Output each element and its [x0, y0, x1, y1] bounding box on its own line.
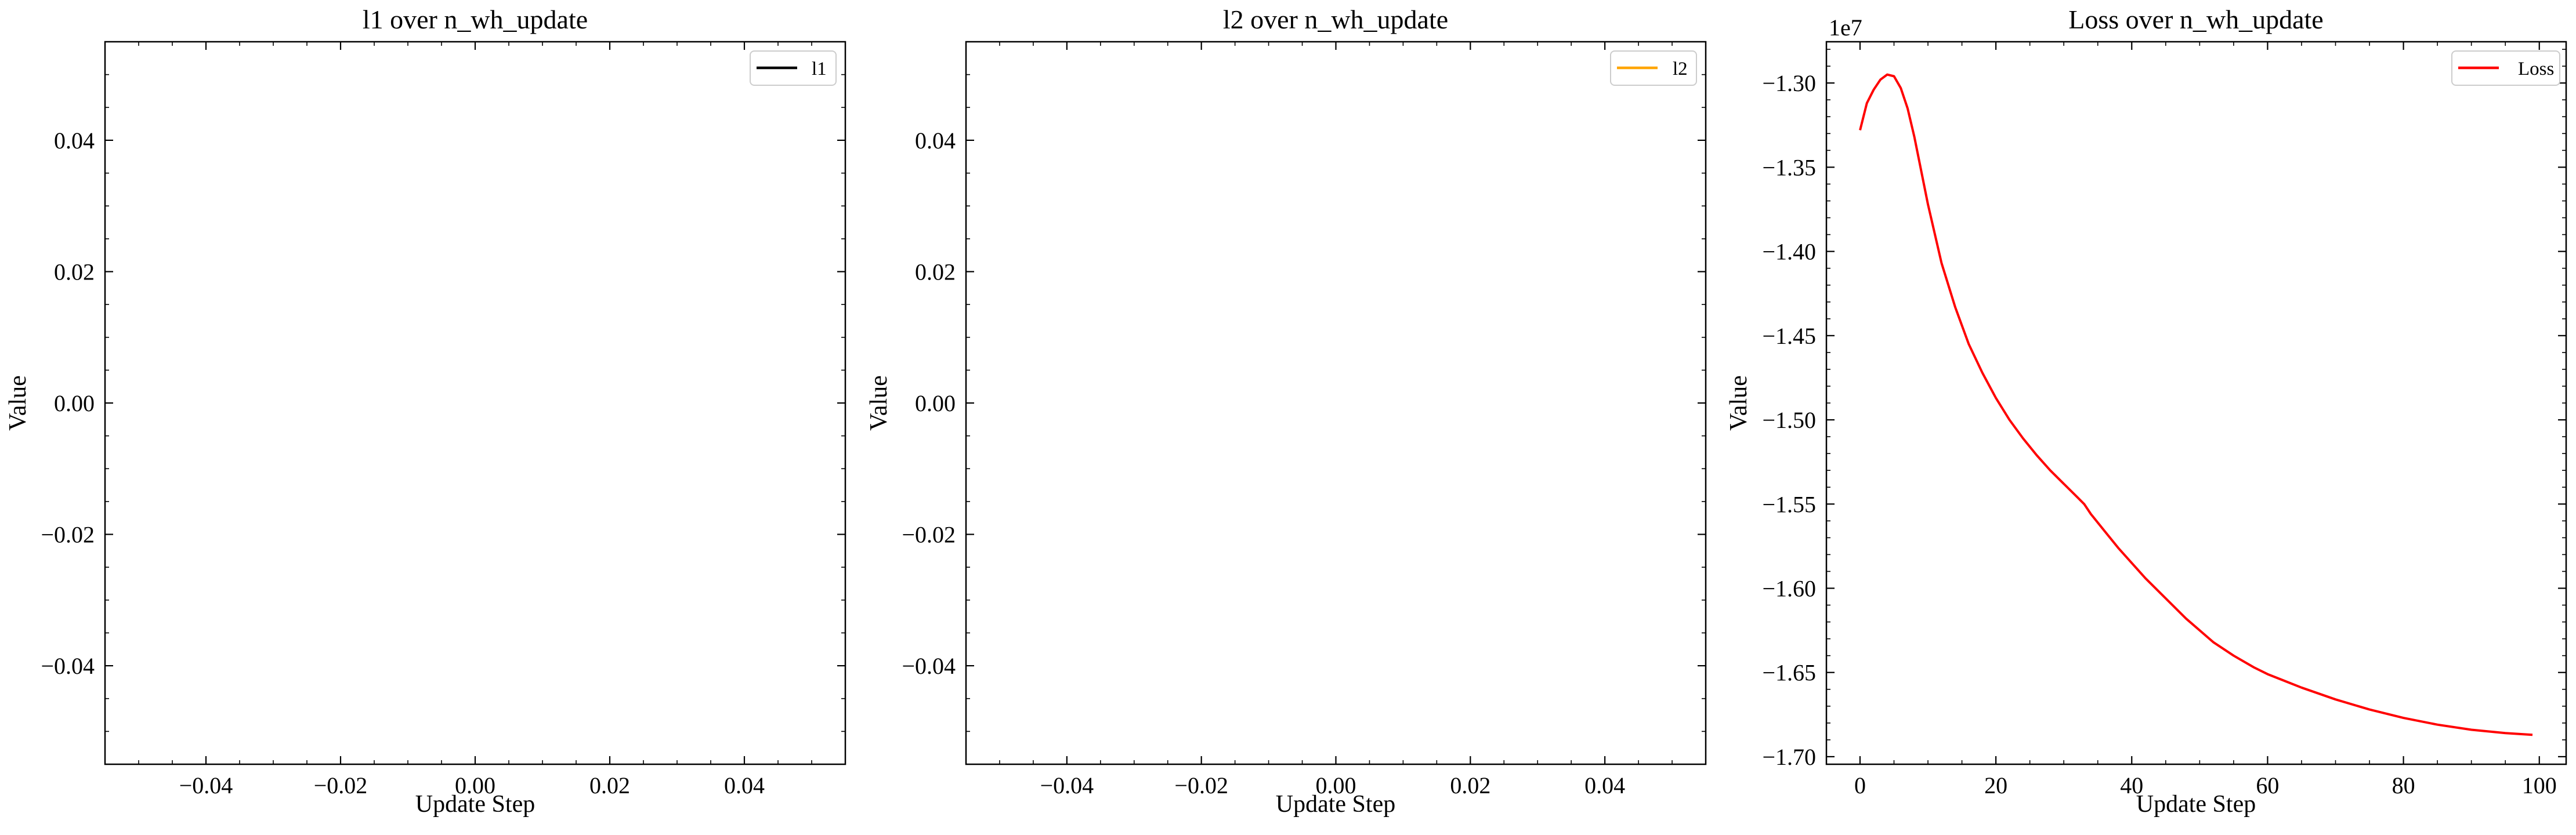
x-tick-label: 0.02	[1450, 772, 1490, 798]
x-tick-label: −0.04	[1040, 772, 1094, 798]
y-tick-label: −1.65	[1762, 660, 1816, 686]
legend-label: l2	[1673, 59, 1688, 79]
y-tick-label: 0.00	[915, 390, 956, 416]
y-tick-labels: −1.70 −1.65 −1.60 −1.55 −1.50 −1.45 −1.40 −1.35…	[1762, 70, 1816, 770]
legend-label: l1	[812, 59, 827, 79]
x-axis-label: Update Step	[1276, 791, 1395, 818]
x-tick-label: 60	[2256, 772, 2279, 798]
y-tick-label: −1.30	[1762, 70, 1816, 96]
plot-frame	[104, 41, 846, 765]
y-tick-label: 0.02	[54, 259, 95, 285]
y-axis-label: Value	[5, 375, 31, 431]
x-tick-label: 100	[2522, 772, 2557, 798]
y-tick-labels: −0.04 −0.02 0.00 0.02 0.04	[902, 128, 956, 679]
x-tick-labels: −0.04 −0.02 0.00 0.02 0.04	[179, 772, 765, 798]
series-line-loss	[1859, 73, 2533, 736]
x-tick-label: 40	[2120, 772, 2143, 798]
x-tick-label: 0.04	[724, 772, 765, 798]
x-tick-label: 0.00	[455, 772, 495, 798]
y-offset-label: 1e7	[1829, 14, 1862, 41]
y-tick-labels: −0.04 −0.02 0.00 0.02 0.04	[41, 128, 95, 679]
x-tick-label: 0	[1854, 772, 1866, 798]
legend: l2	[1610, 50, 1697, 86]
y-tick-label: −1.50	[1762, 407, 1816, 433]
x-tick-label: 80	[2392, 772, 2415, 798]
y-tick-label: −1.35	[1762, 154, 1816, 180]
y-axis-label: Value	[866, 375, 892, 431]
series-lines	[1859, 73, 2533, 736]
chart-loss: Loss over n_wh_update 1e7 0 20 40 60 80 100 −…	[1725, 5, 2567, 818]
y-tick-label: 0.04	[54, 128, 95, 154]
plot-frame	[1825, 41, 2567, 765]
y-tick-label: 0.04	[915, 128, 956, 154]
chart-l1: l1 over n_wh_update −0.04 −0.02 0.00 0.02 0.…	[5, 5, 846, 818]
y-tick-label: −1.45	[1762, 323, 1816, 349]
y-tick-label: −0.02	[41, 522, 95, 548]
y-tick-label: 0.00	[54, 390, 95, 416]
y-tick-label: −1.40	[1762, 239, 1816, 265]
legend: Loss	[2451, 50, 2560, 86]
chart-title: l1 over n_wh_update	[363, 5, 588, 34]
x-axis-label: Update Step	[2136, 791, 2256, 818]
legend-label: Loss	[2518, 59, 2554, 79]
plot-frame	[965, 41, 1707, 765]
x-tick-labels: −0.04 −0.02 0.00 0.02 0.04	[1040, 772, 1626, 798]
y-tick-label: −0.02	[902, 522, 956, 548]
chart-title: l2 over n_wh_update	[1223, 5, 1448, 34]
x-tick-label: −0.02	[1174, 772, 1228, 798]
y-tick-label: 0.02	[915, 259, 956, 285]
legend-frame	[2451, 50, 2560, 86]
x-tick-label: 0.00	[1316, 772, 1356, 798]
x-tick-label: 0.02	[589, 772, 630, 798]
chart-l2: l2 over n_wh_update −0.04 −0.02 0.00 0.02 0.…	[866, 5, 1707, 818]
y-tick-label: −1.60	[1762, 575, 1816, 601]
x-axis-label: Update Step	[415, 791, 535, 818]
chart-title: Loss over n_wh_update	[2068, 5, 2323, 34]
x-tick-label: 20	[1984, 772, 2007, 798]
x-tick-label: 0.04	[1584, 772, 1625, 798]
x-tick-label: −0.02	[314, 772, 368, 798]
y-tick-label: −1.55	[1762, 491, 1816, 517]
y-axis-label: Value	[1725, 375, 1752, 431]
y-tick-label: −0.04	[41, 653, 95, 679]
x-tick-labels: 0 20 40 60 80 100	[1854, 772, 2557, 798]
y-tick-label: −1.70	[1762, 744, 1816, 770]
y-tick-label: −0.04	[902, 653, 956, 679]
legend: l1	[750, 50, 837, 86]
x-tick-label: −0.04	[179, 772, 233, 798]
